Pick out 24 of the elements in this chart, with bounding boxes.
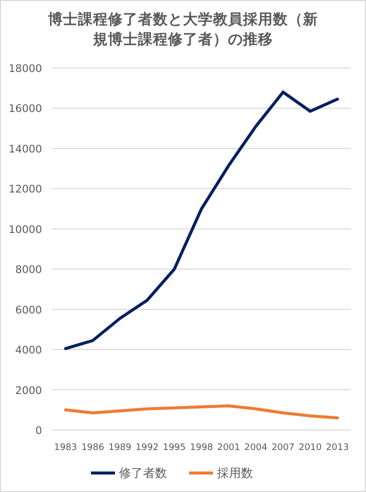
- x-tick-label: 2010: [298, 443, 322, 453]
- y-tick-label: 12000: [8, 184, 42, 196]
- x-tick-label: 1983: [54, 443, 78, 453]
- x-tick-label: 1992: [136, 443, 159, 453]
- x-tick-label: 2007: [272, 443, 294, 453]
- y-tick-label: 16000: [8, 103, 42, 116]
- title: 博士課程修了者数と大学教員採用数（新規博士課程修了者）の推移: [48, 12, 318, 48]
- y-tick-label: 6000: [15, 304, 42, 316]
- y-tick-label: 10000: [8, 224, 42, 236]
- y-tick-label: 0: [35, 425, 42, 437]
- y-tick-label: 2000: [15, 384, 42, 397]
- x-tick-label: 2013: [326, 443, 349, 453]
- x-tick-label: 1995: [162, 443, 186, 453]
- x-tick-label: 1998: [190, 443, 214, 453]
- y-tick-label: 8000: [15, 264, 42, 276]
- x-tick-label: 2001: [217, 443, 240, 453]
- y-tick-label: 4000: [15, 344, 42, 357]
- legend-label: 採用数: [217, 466, 253, 480]
- x-tick-label: 2004: [244, 443, 268, 453]
- y-tick-label: 18000: [8, 63, 42, 75]
- y-tick-label: 14000: [8, 143, 42, 156]
- x-tick-label: 1986: [81, 443, 104, 453]
- x-tick-label: 1989: [108, 443, 132, 453]
- legend-label: 修了者数: [119, 466, 167, 480]
